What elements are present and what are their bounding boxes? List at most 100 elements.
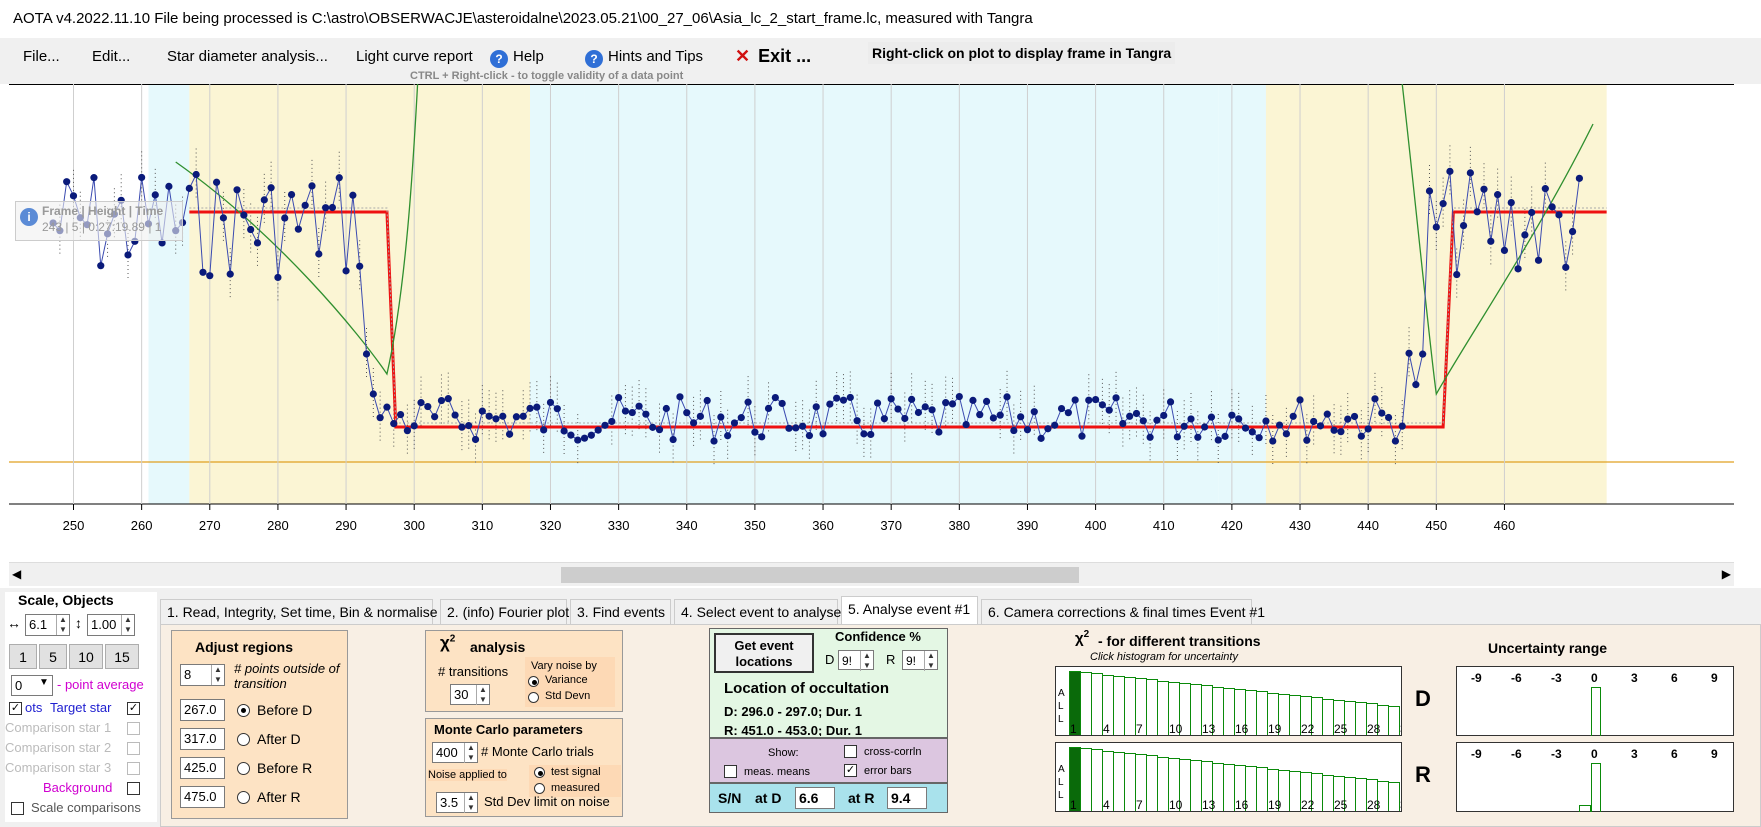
data-point[interactable] — [1282, 430, 1290, 438]
data-point[interactable] — [942, 399, 950, 407]
meas-means-checkbox[interactable] — [724, 765, 737, 778]
data-point[interactable] — [935, 428, 943, 436]
after-r-radio[interactable] — [237, 791, 250, 804]
data-point[interactable] — [689, 419, 698, 427]
histogram-bar[interactable] — [1388, 705, 1400, 735]
data-point[interactable] — [1330, 426, 1338, 434]
data-point[interactable] — [492, 415, 500, 423]
data-point[interactable] — [901, 414, 909, 423]
data-point[interactable] — [1425, 187, 1434, 195]
data-point[interactable] — [1269, 437, 1277, 445]
data-point[interactable] — [601, 421, 609, 429]
data-point[interactable] — [1398, 422, 1406, 430]
confidence-d-stepper-icon[interactable]: ▲ ▼ — [860, 651, 873, 671]
data-point[interactable] — [635, 402, 643, 410]
data-point[interactable] — [403, 427, 411, 435]
data-point[interactable] — [505, 430, 514, 438]
data-point[interactable] — [887, 395, 895, 403]
data-point[interactable] — [1344, 415, 1352, 423]
data-point[interactable] — [233, 186, 241, 194]
data-point[interactable] — [955, 392, 963, 401]
data-point[interactable] — [1514, 265, 1522, 273]
data-point[interactable] — [996, 411, 1004, 419]
data-point[interactable] — [1071, 396, 1079, 404]
data-point[interactable] — [267, 184, 275, 192]
data-point[interactable] — [390, 420, 398, 428]
data-point[interactable] — [724, 432, 732, 440]
get-event-locations-button[interactable]: Get event locations — [714, 633, 814, 673]
data-point[interactable] — [1494, 191, 1502, 199]
data-point[interactable] — [533, 403, 541, 411]
data-point[interactable] — [580, 434, 589, 442]
before-r-input[interactable]: 425.0 — [180, 757, 225, 779]
data-point[interactable] — [826, 400, 834, 408]
data-point[interactable] — [512, 413, 521, 421]
data-point[interactable] — [478, 407, 486, 415]
data-point[interactable] — [458, 423, 466, 431]
data-point[interactable] — [1289, 412, 1297, 420]
data-point[interactable] — [1541, 185, 1549, 193]
data-point[interactable] — [1439, 200, 1447, 208]
error-bars-checkbox[interactable]: ✓ — [844, 764, 857, 777]
data-point[interactable] — [396, 410, 405, 419]
data-point[interactable] — [206, 272, 214, 280]
data-point[interactable] — [703, 396, 711, 405]
tab-read-integrity[interactable]: 1. Read, Integrity, Set time, Bin & norm… — [160, 599, 438, 624]
target-star-checkbox[interactable]: ✓ — [127, 702, 140, 715]
data-point[interactable] — [1105, 406, 1113, 414]
zoom-10-button[interactable]: 10 — [69, 644, 103, 669]
chi2-histogram-d[interactable]: ALL 1 4 7 10 13 16 19 22 25 28 3 — [1055, 666, 1402, 736]
data-point[interactable] — [1548, 203, 1556, 211]
data-point[interactable] — [1173, 433, 1181, 441]
data-point[interactable] — [846, 393, 854, 402]
data-point[interactable] — [431, 413, 439, 421]
data-point[interactable] — [69, 192, 78, 200]
transitions-input[interactable]: 30 — [450, 684, 490, 705]
data-point[interactable] — [839, 396, 848, 404]
data-point[interactable] — [1166, 398, 1175, 406]
data-point[interactable] — [798, 422, 807, 430]
plots-checkbox[interactable]: ✓ — [9, 702, 22, 715]
data-point[interactable] — [97, 262, 105, 270]
points-outside-input[interactable]: 8 — [180, 664, 225, 686]
data-point[interactable] — [335, 174, 343, 182]
scale-comparisons-checkbox[interactable] — [11, 802, 24, 815]
data-point[interactable] — [567, 431, 575, 439]
data-point[interactable] — [1262, 417, 1270, 425]
data-point[interactable] — [165, 182, 173, 190]
data-point[interactable] — [1248, 428, 1256, 436]
data-point[interactable] — [819, 430, 827, 438]
data-point[interactable] — [1201, 423, 1209, 431]
data-point[interactable] — [247, 225, 255, 234]
trials-stepper-icon[interactable]: ▲ ▼ — [464, 743, 477, 763]
data-point[interactable] — [1480, 185, 1488, 193]
data-point[interactable] — [138, 173, 146, 182]
data-point[interactable] — [1126, 412, 1134, 420]
data-point[interactable] — [362, 350, 371, 358]
data-point[interactable] — [751, 428, 759, 436]
data-point[interactable] — [499, 412, 507, 420]
data-point[interactable] — [1051, 421, 1059, 429]
data-point[interactable] — [424, 402, 432, 411]
data-point[interactable] — [369, 390, 377, 398]
data-point[interactable] — [1030, 408, 1038, 416]
data-point[interactable] — [1473, 208, 1481, 216]
chevron-down-icon[interactable]: ▼ — [39, 677, 49, 688]
data-point[interactable] — [1214, 436, 1222, 444]
data-point[interactable] — [1432, 223, 1440, 231]
data-point[interactable] — [158, 239, 166, 247]
data-point[interactable] — [1405, 349, 1413, 357]
menu-hints[interactable]: ? Hints and Tips — [585, 47, 703, 68]
data-point[interactable] — [308, 182, 316, 190]
data-point[interactable] — [758, 433, 766, 441]
data-point[interactable] — [1098, 401, 1107, 409]
v-scale-stepper-icon[interactable]: ▲ ▼ — [121, 615, 134, 635]
monte-carlo-trials-input[interactable]: 400 — [432, 742, 478, 763]
data-point[interactable] — [1453, 270, 1461, 279]
data-point[interactable] — [1275, 421, 1284, 429]
data-point[interactable] — [1187, 415, 1195, 423]
data-point[interactable] — [812, 403, 820, 411]
h-scale-stepper-icon[interactable]: ▲ ▼ — [56, 615, 69, 635]
after-d-input[interactable]: 317.0 — [180, 728, 225, 750]
data-point[interactable] — [315, 250, 323, 258]
